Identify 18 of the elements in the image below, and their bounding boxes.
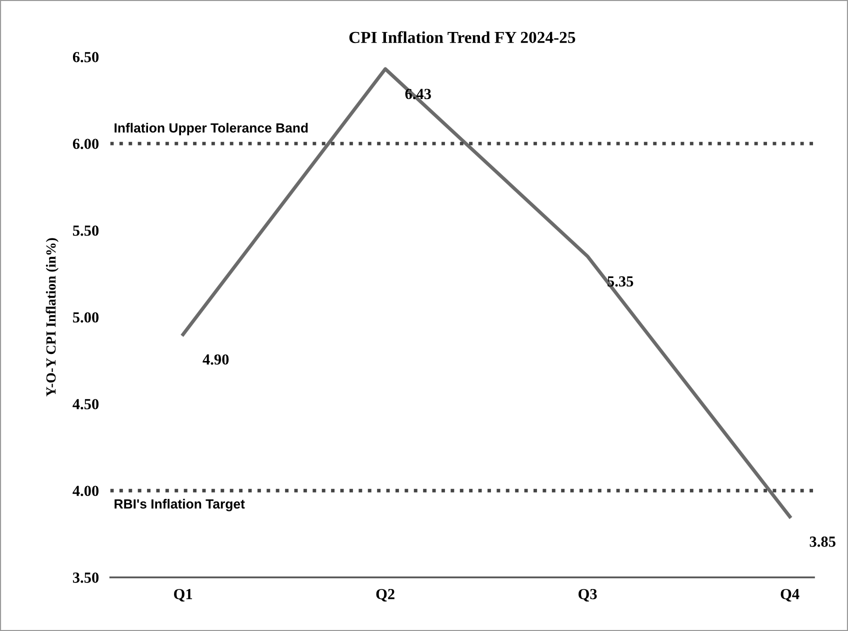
y-tick-label: 4.00 bbox=[72, 486, 99, 496]
y-tick-label: 6.00 bbox=[72, 138, 99, 150]
data-label: 5.35 bbox=[608, 276, 634, 287]
data-label: 4.90 bbox=[202, 354, 229, 365]
x-tick-label: Q1 bbox=[174, 588, 192, 602]
x-tick-label: Q4 bbox=[780, 588, 800, 602]
y-tick-label: 5.50 bbox=[73, 225, 99, 236]
x-tick-label: Q2 bbox=[376, 588, 394, 602]
y-tick-label: 6.50 bbox=[72, 52, 99, 62]
data-label: 3.85 bbox=[810, 536, 836, 547]
x-tick-label: Q3 bbox=[578, 588, 597, 602]
y-tick-label: 5.00 bbox=[73, 312, 99, 323]
ref-line-label: RBI's Inflation Target bbox=[114, 498, 245, 512]
chart-title: CPI Inflation Trend FY 2024-25 bbox=[349, 31, 576, 44]
y-tick-label: 3.50 bbox=[72, 572, 99, 583]
ref-line-label: Inflation Upper Tolerance Band bbox=[114, 122, 308, 136]
y-tick-label: 4.50 bbox=[72, 398, 99, 410]
y-axis-title: Y-O-Y CPI Inflation (in%) bbox=[46, 238, 59, 396]
